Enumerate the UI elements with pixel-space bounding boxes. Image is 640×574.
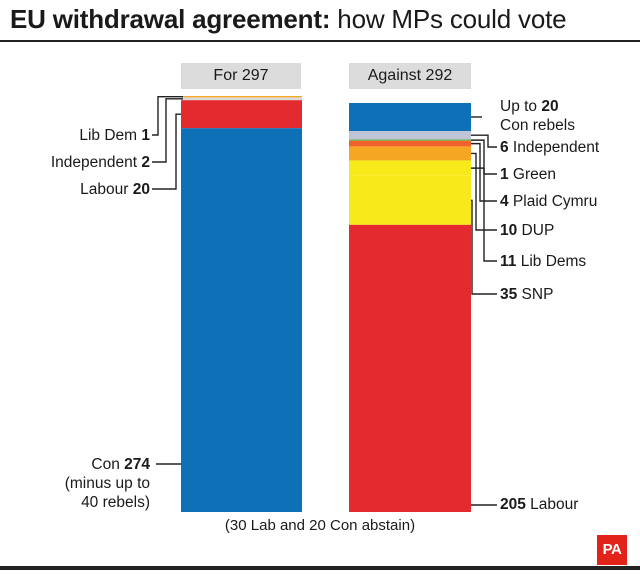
leader-against-independent [471,134,497,148]
leader-for-independent [152,98,183,163]
bar-against-green [349,139,471,141]
label-for-libdem: Lib Dem 1 [79,127,150,144]
label-against-dup: 10 DUP [500,222,555,239]
leader-against-green [471,139,497,175]
title-rule [0,40,640,42]
against-header: Against 292 [349,63,471,89]
label-against-con-rebels: Up to 20 Con rebels [500,98,575,134]
pa-logo: PA [597,535,627,565]
bar-for-con [181,128,302,512]
leader-for-labour [152,113,181,190]
bar-against-plaid [349,140,471,147]
bar-against-labour [349,224,471,513]
chart-title-rest: how MPs could vote [330,4,567,34]
bar-for-labour [181,100,302,129]
label-against-plaid: 4 Plaid Cymru [500,193,598,210]
leader-against-plaid [471,142,497,202]
label-against-labour: 205 Labour [500,496,579,513]
chart-title: EU withdrawal agreement: how MPs could v… [10,4,567,35]
abstain-note: (30 Lab and 20 Con abstain) [224,517,416,534]
bottom-rule [0,566,640,570]
bar-against-dup [349,146,471,161]
leader-against-snp [471,199,497,295]
bar-against-con_rebels [349,103,471,132]
bar-for-independent [181,97,302,101]
bar-against-independent [349,131,471,140]
bar-for-libdem [181,96,302,98]
label-against-libdems: 11 Lib Dems [500,253,587,270]
leader-against-libdems [471,167,497,262]
bar-against-libdems [349,160,471,176]
leader-for-libdem [152,96,183,136]
label-against-green: 1 Green [500,166,557,183]
for-header: For 297 [181,63,301,89]
label-against-independent: 6 Independent [500,139,600,156]
label-for-con: Con 274 (minus up to 40 rebels) [64,456,150,511]
leader-against-dup [471,152,497,231]
label-for-labour: Labour 20 [80,181,150,198]
label-for-independent: Independent 2 [50,154,150,171]
label-against-snp: 35 SNP [500,286,554,303]
bar-against-snp [349,175,471,225]
chart-title-bold: EU withdrawal agreement: [10,4,331,34]
